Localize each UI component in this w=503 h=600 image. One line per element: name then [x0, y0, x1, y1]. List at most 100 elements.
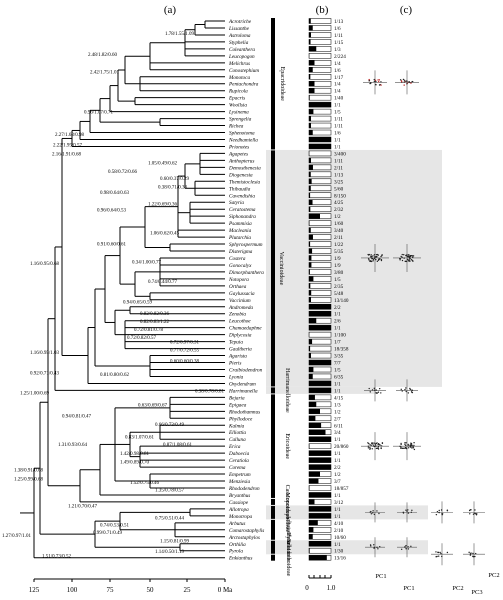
- sampling-ratio: 10/60: [334, 535, 346, 541]
- subfamily-label: Ericoideae: [284, 433, 290, 459]
- sampling-bar-fill: [309, 32, 311, 38]
- sampling-ratio: 1/6: [334, 131, 341, 137]
- subfamily-label: Vaccinioideae: [278, 252, 284, 286]
- sampling-bar-fill: [309, 339, 313, 345]
- sampling-ratio: 1/11: [334, 117, 343, 123]
- taxon-label: Acrotriche: [228, 19, 252, 25]
- taxon-label: Plutarchia: [228, 235, 251, 241]
- sampling-bar-frame: [308, 39, 332, 45]
- sampling-bar-fill: [309, 353, 311, 359]
- subfamily-label: Epacridoideae: [279, 67, 285, 102]
- node-support-label: 0.91/0.60/0.61: [97, 242, 127, 247]
- taxon-label: Conostephium: [229, 68, 259, 74]
- sampling-bar-frame: [308, 269, 332, 275]
- sampling-bar-fill: [309, 311, 331, 317]
- sampling-ratio: 1/1: [334, 103, 341, 109]
- taxon-label: Erica: [228, 444, 241, 450]
- sampling-bar-fill: [309, 67, 313, 73]
- pca-scatterplot: [365, 537, 385, 558]
- pca-scatterplot: [397, 502, 417, 523]
- taxon-label: Gaultheria: [229, 347, 252, 353]
- node-support-label: 0.81/0.80/0.62: [100, 373, 130, 378]
- taxon-label: Woollsia: [229, 103, 247, 109]
- node-support-label: 2.16/1.91/0.68: [52, 153, 82, 158]
- bar-scale: 0 1.0: [305, 575, 336, 592]
- taxon-label: Calluna: [229, 437, 246, 443]
- sampling-ratio: 1/5: [334, 368, 341, 374]
- bar-scale-max: 1.0: [327, 584, 336, 592]
- sampling-bar-fill: [309, 39, 311, 45]
- subfamily-bar: [271, 554, 275, 561]
- taxon-label: Thibaudia: [229, 186, 251, 192]
- taxon-label: Pieris: [228, 361, 241, 367]
- sampling-ratio: 1/15: [334, 40, 344, 46]
- sampling-ratios: 1/131/61/111/151/32/2241/41/61/171/41/41…: [334, 19, 349, 562]
- node-support-label: 1.16/0.95/1.03: [30, 351, 60, 356]
- sampling-bar-fill: [309, 367, 314, 372]
- sampling-bar-frame: [308, 290, 332, 296]
- sampling-ratio: 1/60: [334, 221, 344, 227]
- taxon-label: Themistoclesia: [229, 179, 261, 185]
- sampling-bar-fill: [309, 255, 312, 261]
- pc-axis-label: PC3: [471, 589, 482, 596]
- node-support-label: 0.63/0.69/0.67: [138, 403, 168, 408]
- sampling-bar-fill: [309, 74, 311, 80]
- taxon-label: Andromeda: [228, 305, 253, 311]
- sampling-ratio: 1/1: [334, 451, 341, 457]
- node-support-label: 0.38/0.71/0.33: [158, 185, 188, 190]
- sampling-ratio: 1/1: [334, 137, 341, 143]
- sampling-ratio: 1/13: [334, 19, 344, 25]
- sampling-bar-frame: [308, 220, 332, 226]
- node-support-label: 0.72/0.97/0.31: [170, 341, 200, 346]
- taxon-label: Sprengelia: [229, 117, 252, 123]
- node-support-label: 1.16/0.95/0.68: [30, 262, 60, 267]
- sampling-ratio: 1/6: [334, 26, 341, 32]
- sampling-bar-fill: [309, 199, 313, 205]
- taxon-label: Gonocalyx: [229, 263, 252, 269]
- node-support-label: 0.60/0.60/0.38: [170, 360, 200, 365]
- sampling-ratio: 1/1: [334, 381, 341, 387]
- pc-axis-label: PC1: [403, 585, 414, 592]
- sampling-ratio: 1/22: [334, 242, 344, 248]
- taxon-label: Sphenotoma: [229, 131, 255, 137]
- sampling-ratio: 1/11: [334, 124, 343, 130]
- node-support-label: 1.05/0.49/0.62: [148, 162, 178, 167]
- taxon-label: Leucothoe: [228, 319, 251, 325]
- taxon-label: Monotropa: [228, 514, 253, 520]
- panel-label-c: (c): [400, 4, 413, 16]
- sampling-bar-fill: [309, 95, 310, 101]
- sampling-bar-fill: [309, 471, 320, 477]
- sampling-bar-frame: [308, 331, 332, 338]
- node-support-label: 1.35/0.78/0.57: [155, 488, 185, 493]
- sampling-ratio: 8/150: [334, 193, 346, 199]
- subfamily-label: Pyroloideae: [285, 533, 291, 562]
- sampling-bar-frame: [308, 227, 332, 233]
- pc-axis-label: PC1: [375, 573, 386, 580]
- node-support-label: 0.99/0.71/0.49: [93, 531, 123, 536]
- sampling-bar-fill: [309, 143, 331, 149]
- taxon-label: Demosthenesia: [228, 165, 261, 171]
- sampling-bar-fill: [309, 318, 317, 324]
- taxon-label: Daboecia: [228, 451, 250, 457]
- sampling-bar-frame: [308, 32, 332, 38]
- node-support-label: 2.48/1.82/0.60: [88, 53, 118, 58]
- sampling-ratio: 1/4: [334, 89, 341, 95]
- panel-label-b: (b): [316, 4, 329, 16]
- taxon-label: Satyria: [229, 200, 244, 206]
- taxon-label: Psammisia: [228, 221, 252, 227]
- node-support-labels: 1.78/1.55/1.09 2.48/1.82/0.60 2.42/1.75/1.…: [2, 32, 225, 560]
- sampling-bar-fill: [309, 171, 311, 177]
- sampling-bar-fill: [309, 178, 312, 184]
- sampling-bar-frame: [308, 443, 332, 449]
- node-support-label: 0.58/0.72/0.66: [108, 170, 138, 175]
- phylogenetic-tree: [20, 20, 225, 559]
- sampling-bar-fill: [309, 304, 331, 310]
- sampling-bar-fill: [309, 415, 316, 421]
- sampling-bar-frame: [308, 122, 332, 129]
- sampling-bar-frame: [308, 352, 332, 359]
- sampling-bar-fill: [309, 213, 320, 219]
- node-support-label: 1.06/0.62/0.45: [150, 231, 180, 236]
- axis-tick-label: 25: [184, 586, 192, 594]
- subfamily-bar: [271, 505, 275, 519]
- subfamily-label: Harrimanelloideae: [284, 368, 290, 413]
